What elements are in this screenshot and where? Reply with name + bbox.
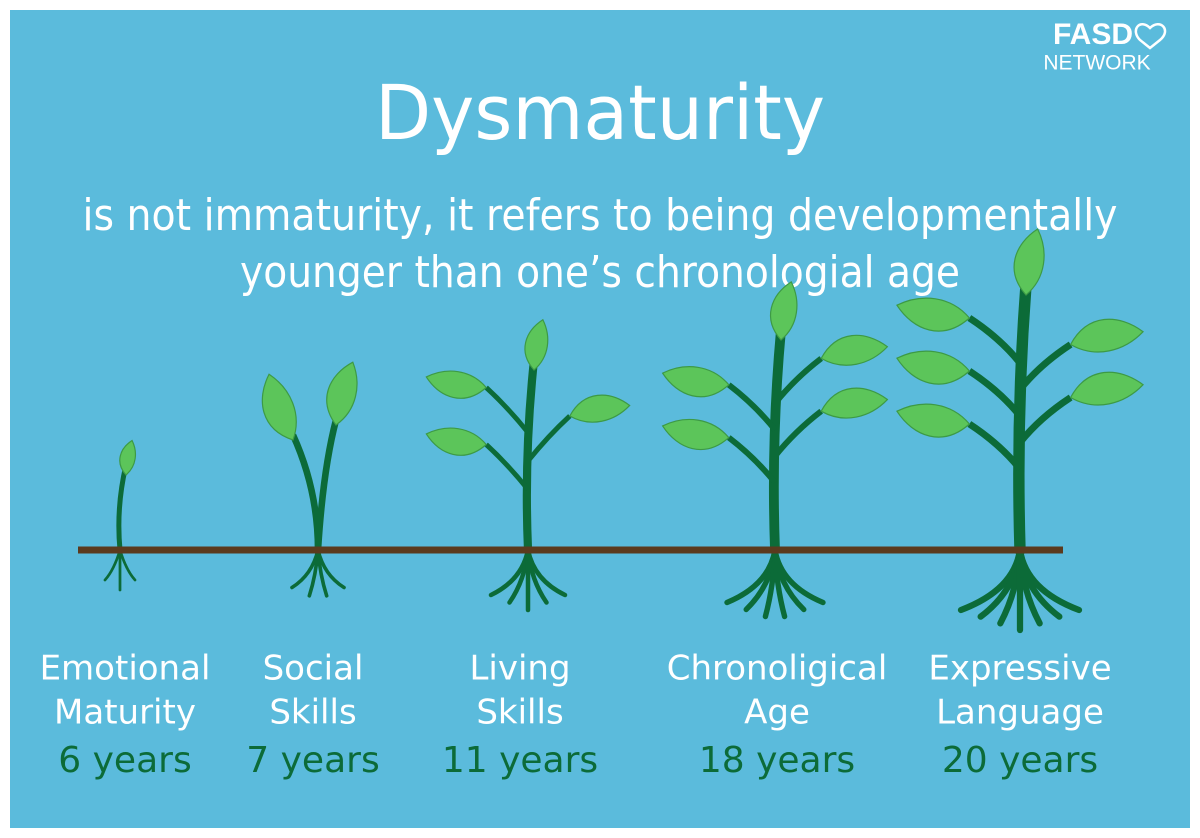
logo-sub: NETWORK — [1043, 52, 1150, 75]
age: 18 years — [699, 740, 855, 781]
branch — [526, 414, 572, 463]
stem — [314, 419, 340, 551]
label-line: Living — [469, 649, 570, 689]
age: 20 years — [942, 740, 1098, 781]
leaf — [1013, 228, 1045, 296]
leaf — [661, 418, 730, 451]
branch — [1017, 394, 1073, 445]
leaf — [524, 318, 549, 371]
leaf — [820, 387, 889, 419]
root — [525, 547, 568, 598]
branch — [772, 356, 823, 406]
stem — [768, 325, 786, 555]
age: 11 years — [442, 740, 598, 781]
subtitle-line: younger than one’s chronologial age — [240, 247, 960, 298]
stem — [1013, 279, 1032, 556]
leaf — [661, 366, 730, 398]
leaf — [568, 394, 631, 423]
root — [1016, 546, 1083, 614]
label-line: Social — [263, 649, 364, 689]
leaf — [820, 334, 889, 366]
branch — [484, 385, 530, 435]
leaf — [326, 361, 358, 426]
leaf — [896, 297, 971, 332]
label-line: Age — [744, 693, 810, 733]
branch — [967, 421, 1023, 472]
branch — [967, 315, 1023, 366]
leaf — [1069, 371, 1144, 406]
label-line: Language — [936, 693, 1104, 733]
leaf — [261, 373, 297, 441]
branch — [727, 382, 778, 432]
stem — [522, 355, 539, 555]
age: 6 years — [58, 740, 191, 781]
leaf — [1069, 318, 1144, 353]
label-line: Skills — [269, 693, 356, 733]
label-line: Skills — [476, 693, 563, 733]
leaf — [896, 403, 971, 438]
plants — [103, 228, 1144, 634]
label-line: Emotional — [40, 649, 211, 689]
branch — [727, 435, 778, 485]
age: 7 years — [246, 740, 379, 781]
leaf — [896, 350, 971, 385]
label-line: Maturity — [54, 693, 196, 733]
root — [316, 548, 346, 590]
title: Dysmaturity — [375, 68, 825, 157]
label-line: Chronoligical — [667, 649, 888, 689]
root — [772, 547, 826, 606]
branch — [1017, 341, 1073, 392]
logo-heart — [1134, 23, 1167, 50]
branch — [967, 368, 1023, 419]
leaf — [119, 439, 137, 476]
label-line: Expressive — [928, 649, 1111, 689]
leaf — [770, 281, 798, 341]
leaf — [425, 427, 488, 456]
subtitle-line: is not immaturity, it refers to being de… — [83, 190, 1118, 241]
logo-name: FASD — [1053, 18, 1133, 51]
branch — [484, 442, 530, 492]
branch — [772, 408, 823, 459]
leaf — [425, 370, 488, 399]
